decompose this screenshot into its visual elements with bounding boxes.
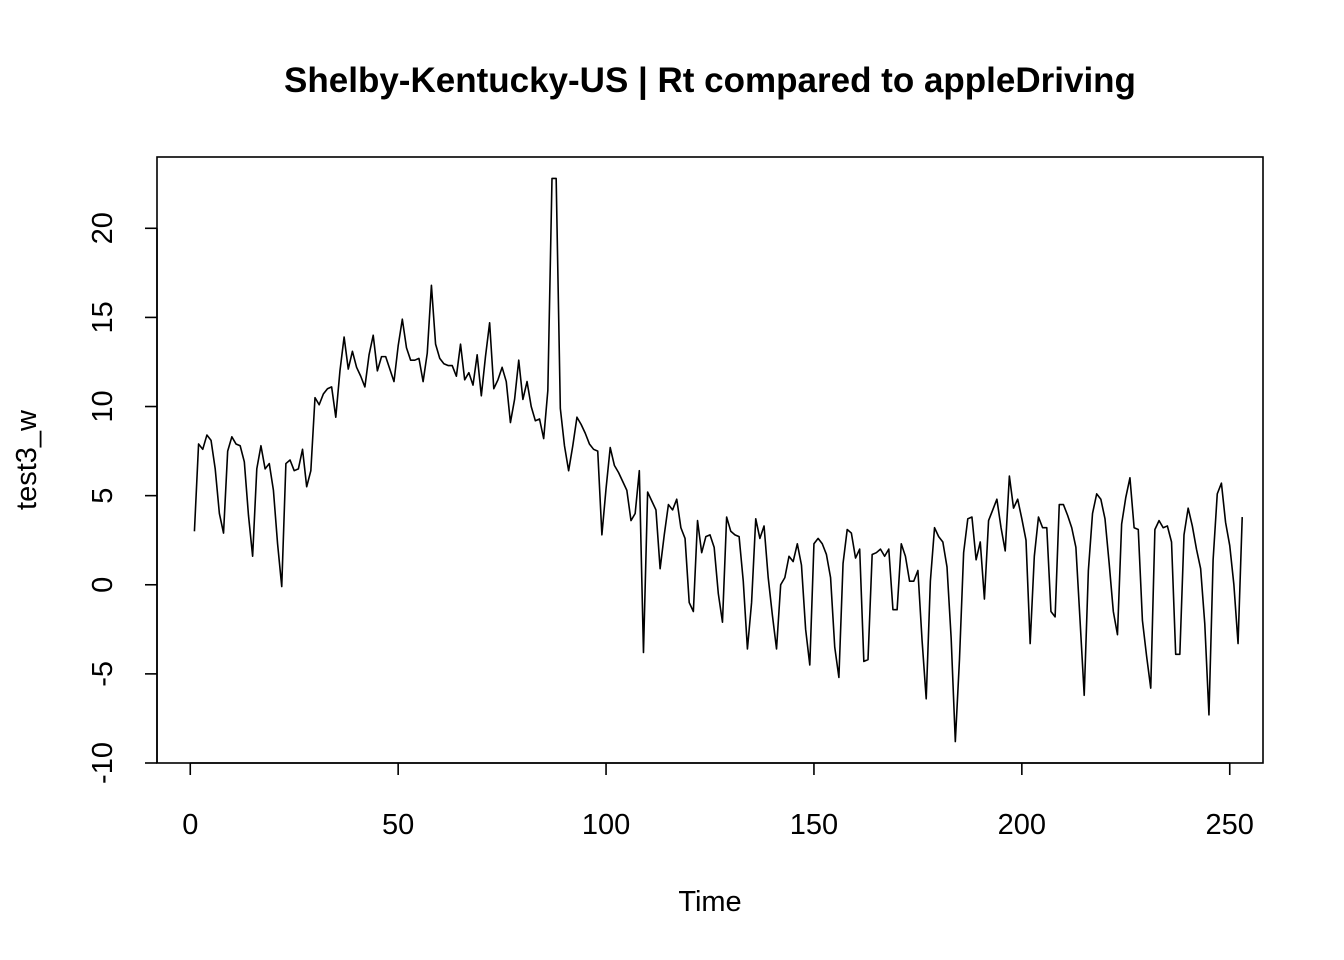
x-axis-label: Time <box>678 886 741 918</box>
y-tick-label: -5 <box>87 661 119 687</box>
y-tick-label: 0 <box>87 577 119 593</box>
y-tick-label: 10 <box>87 390 119 422</box>
x-tick-label: 0 <box>182 809 198 841</box>
x-tick-label: 100 <box>582 809 630 841</box>
plot-frame <box>156 156 1264 764</box>
y-tick-label: 5 <box>87 488 119 504</box>
series-line-test3_w <box>193 177 1244 743</box>
x-tick-label: 200 <box>998 809 1046 841</box>
y-axis: -10 -5 0 5 10 15 20 <box>87 212 158 784</box>
x-tick-label: 50 <box>382 809 414 841</box>
chart-title: Shelby-Kentucky-US | Rt compared to appl… <box>284 61 1136 100</box>
x-tick-label: 250 <box>1206 809 1254 841</box>
y-tick-label: 20 <box>87 212 119 244</box>
y-tick-label: 15 <box>87 301 119 333</box>
y-tick-label: -10 <box>87 742 119 784</box>
y-axis-label: test3_w <box>11 409 43 510</box>
x-tick-label: 150 <box>790 809 838 841</box>
x-axis: 0 50 100 150 200 250 <box>182 762 1254 841</box>
